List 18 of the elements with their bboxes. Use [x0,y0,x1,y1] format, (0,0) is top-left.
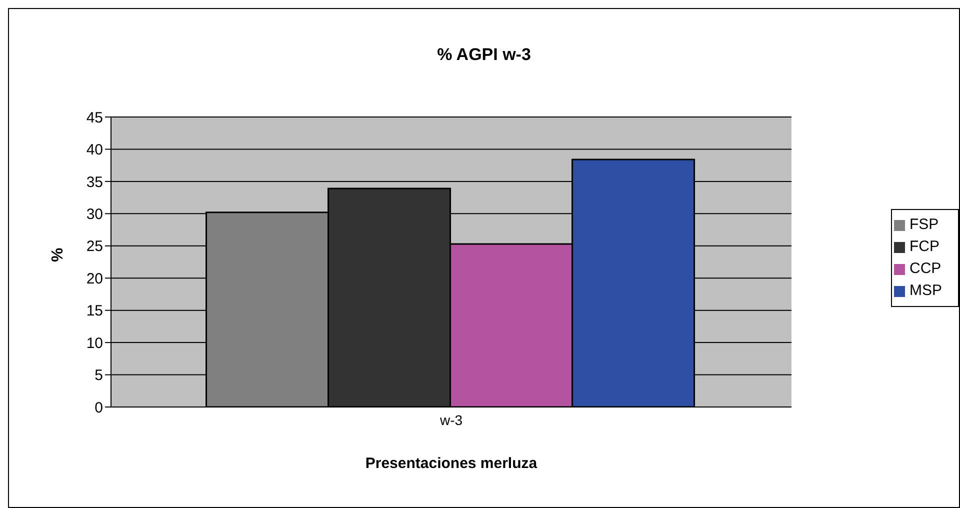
y-tick-label: 25 [86,238,103,256]
y-tick-label: 20 [86,270,103,288]
chart-title: % AGPI w-3 [436,45,532,65]
x-axis-title: Presentaciones merluza [365,455,538,472]
y-tick-label: 0 [94,399,103,416]
y-tick-label: 40 [86,142,103,159]
x-tick-label: w-3 [438,412,463,428]
legend-label: FCP [909,238,940,255]
y-tick-label: 15 [86,302,103,320]
y-tick-label: 30 [86,206,103,223]
y-tick-label: 35 [86,174,103,191]
y-tick-label: 10 [86,334,103,352]
y-tick-label: 5 [94,367,103,384]
legend-label: MSP [909,282,942,299]
legend-label: FSP [909,216,939,233]
legend-label: CCP [909,260,942,277]
y-tick-label: 45 [86,109,103,126]
y-axis-title: % [50,248,67,262]
